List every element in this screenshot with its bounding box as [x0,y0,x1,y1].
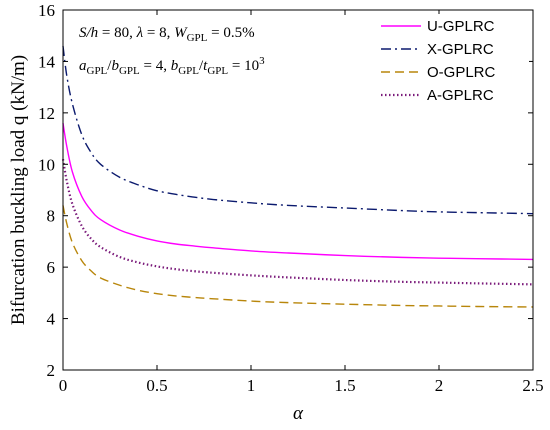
x-tick-label: 2 [435,376,444,395]
y-tick-label: 14 [38,52,56,71]
legend-label-o-gplrc: O-GPLRC [427,64,496,81]
legend-label-a-gplrc: A-GPLRC [427,87,494,104]
legend-label-x-gplrc: X-GPLRC [427,41,494,58]
x-axis-title: α [293,403,304,424]
x-tick-label: 0.5 [146,376,167,395]
y-tick-label: 8 [47,207,56,226]
x-tick-label: 0 [59,376,68,395]
annotation-line-2: aGPL/bGPL = 4, bGPL/tGPL = 103 [79,55,265,77]
y-axis-title: Bifurcation buckling load q (kN/m) [8,55,29,325]
y-tick-label: 10 [38,155,55,174]
x-tick-label: 2.5 [522,376,543,395]
x-tick-label: 1.5 [334,376,355,395]
y-tick-label: 12 [38,104,55,123]
series-line-x-gplrc [62,45,534,215]
series-line-a-gplrc [61,158,534,286]
curves-layer [61,45,534,308]
ticks-layer: 0 0.5 1 1.5 2 2.5 2 4 6 8 10 12 14 16 [38,1,544,395]
x-tick-label: 1 [247,376,256,395]
y-tick-label: 6 [47,258,56,277]
annotation-line-1: S/h = 80, λ = 8, WGPL = 0.5% [79,25,255,44]
series-line-u-gplrc [62,123,534,261]
plot-frame [62,9,534,371]
y-tick-label: 2 [47,361,56,380]
y-tick-label: 16 [38,1,55,20]
series-line-o-gplrc [62,205,534,308]
legend-label-u-gplrc: U-GPLRC [427,18,495,35]
y-tick-label: 4 [47,310,56,329]
legend: U-GPLRC X-GPLRC O-GPLRC A-GPLRC [377,14,529,112]
